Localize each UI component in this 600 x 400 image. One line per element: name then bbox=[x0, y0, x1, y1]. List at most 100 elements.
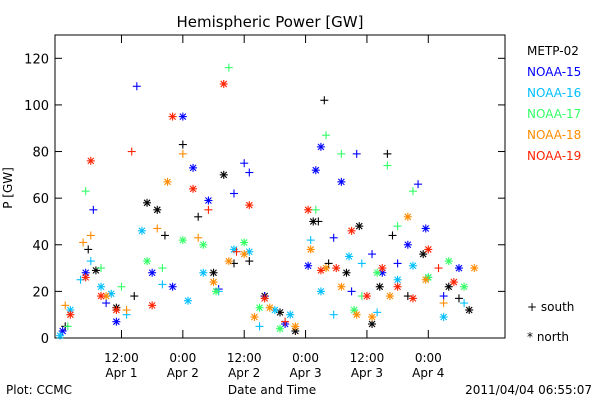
data-point-noaa-15 bbox=[316, 142, 325, 151]
data-point-noaa-17 bbox=[81, 187, 90, 196]
data-point-noaa-17 bbox=[199, 240, 208, 249]
data-point-noaa-19 bbox=[332, 264, 341, 273]
data-point-noaa-18 bbox=[163, 177, 172, 186]
data-point-noaa-18 bbox=[86, 231, 95, 240]
data-point-noaa-16 bbox=[393, 275, 402, 284]
data-point-noaa-19 bbox=[66, 310, 75, 319]
data-point-metp-02 bbox=[355, 222, 364, 231]
data-point-noaa-16 bbox=[439, 313, 448, 322]
data-point-noaa-16 bbox=[408, 261, 417, 270]
data-point-noaa-19 bbox=[219, 79, 228, 88]
data-point-noaa-19 bbox=[97, 292, 106, 301]
data-point-noaa-15 bbox=[189, 163, 198, 172]
y-axis: 0 20 40 60 80 100 120 bbox=[24, 52, 505, 347]
data-point-noaa-18 bbox=[122, 306, 131, 315]
data-point-noaa-19 bbox=[245, 201, 254, 210]
data-point-noaa-19 bbox=[408, 294, 417, 303]
data-point-noaa-16 bbox=[286, 310, 295, 319]
data-point-metp-02 bbox=[320, 96, 329, 105]
data-point-noaa-18 bbox=[209, 278, 218, 287]
x-tick-time: 0:00 bbox=[169, 351, 196, 365]
legend-entry: NOAA-17 bbox=[527, 107, 581, 121]
x-tick-date: Apr 1 bbox=[105, 366, 137, 380]
data-point-noaa-15 bbox=[229, 189, 238, 198]
legend-entry: NOAA-16 bbox=[527, 86, 581, 100]
data-point-noaa-15 bbox=[89, 205, 98, 214]
data-point-noaa-15 bbox=[421, 224, 430, 233]
data-point-noaa-15 bbox=[352, 149, 361, 158]
data-point-noaa-15 bbox=[245, 168, 254, 177]
data-point-metp-02 bbox=[219, 170, 228, 179]
data-point-noaa-15 bbox=[368, 250, 377, 259]
data-point-noaa-19 bbox=[168, 112, 177, 121]
data-point-noaa-17 bbox=[255, 303, 264, 312]
data-point-noaa-19 bbox=[347, 226, 356, 235]
data-point-noaa-16 bbox=[158, 280, 167, 289]
data-point-noaa-18 bbox=[470, 264, 479, 273]
y-tick-label: 0 bbox=[41, 332, 49, 347]
data-point-noaa-19 bbox=[378, 264, 387, 273]
timestamp: 2011/04/04 06:55:07 bbox=[465, 383, 592, 397]
data-point-noaa-17 bbox=[117, 282, 126, 291]
data-point-noaa-18 bbox=[61, 301, 70, 310]
data-point-noaa-17 bbox=[276, 324, 284, 333]
data-point-metp-02 bbox=[245, 257, 254, 266]
data-point-noaa-17 bbox=[408, 187, 417, 196]
data-point-noaa-19 bbox=[304, 205, 313, 214]
data-point-noaa-19 bbox=[316, 266, 325, 275]
data-point-noaa-17 bbox=[240, 238, 249, 247]
series-legend: METP-02 NOAA-15 NOAA-16 NOAA-17 NOAA-18 NOAA-… bbox=[527, 44, 581, 163]
marker-legend-south: + south bbox=[527, 300, 574, 314]
plot-source: Plot: CCMC bbox=[6, 383, 72, 397]
data-point-metp-02 bbox=[368, 320, 377, 329]
data-point-noaa-17 bbox=[311, 205, 320, 214]
data-point-noaa-16 bbox=[86, 257, 95, 266]
data-point-noaa-18 bbox=[368, 313, 377, 322]
data-point-noaa-18 bbox=[153, 224, 162, 233]
data-point-metp-02 bbox=[178, 140, 187, 149]
x-tick-date: Apr 3 bbox=[351, 366, 383, 380]
data-point-noaa-15 bbox=[337, 177, 346, 186]
data-point-noaa-17 bbox=[158, 264, 167, 273]
data-point-noaa-19 bbox=[232, 247, 241, 256]
data-point-noaa-17 bbox=[322, 131, 331, 140]
data-point-metp-02 bbox=[130, 292, 139, 301]
data-point-noaa-16 bbox=[306, 236, 315, 245]
data-point-noaa-18 bbox=[194, 233, 203, 242]
data-point-noaa-17 bbox=[63, 322, 72, 331]
marker-legend-north: * north bbox=[527, 330, 569, 344]
data-point-metp-02 bbox=[84, 245, 93, 254]
data-point-noaa-16 bbox=[255, 322, 264, 331]
data-point-noaa-19 bbox=[127, 147, 136, 156]
data-point-noaa-15 bbox=[393, 259, 402, 268]
data-point-noaa-16 bbox=[56, 331, 65, 340]
data-point-metp-02 bbox=[153, 205, 162, 214]
x-tick-time: 0:00 bbox=[292, 351, 319, 365]
data-point-noaa-15 bbox=[403, 240, 412, 249]
x-tick-date: Apr 4 bbox=[412, 366, 444, 380]
legend-entry: METP-02 bbox=[527, 44, 579, 58]
data-point-noaa-15 bbox=[102, 299, 111, 308]
data-point-noaa-17 bbox=[393, 222, 402, 231]
data-point-noaa-18 bbox=[439, 299, 448, 308]
data-point-noaa-15 bbox=[148, 268, 157, 277]
y-tick-label: 40 bbox=[32, 239, 49, 254]
data-point-noaa-15 bbox=[329, 233, 338, 242]
data-point-noaa-18 bbox=[224, 257, 233, 266]
data-point-noaa-16 bbox=[373, 308, 382, 317]
legend-entry: NOAA-15 bbox=[527, 65, 581, 79]
data-point-noaa-19 bbox=[260, 294, 269, 303]
data-point-noaa-19 bbox=[86, 156, 95, 165]
data-point-noaa-18 bbox=[291, 322, 300, 331]
y-tick-label: 120 bbox=[24, 52, 49, 67]
data-point-noaa-19 bbox=[81, 273, 90, 282]
y-axis-label: P [GW] bbox=[1, 167, 15, 209]
y-tick-label: 60 bbox=[32, 192, 49, 207]
data-point-noaa-15 bbox=[168, 282, 177, 291]
data-point-metp-02 bbox=[375, 282, 384, 291]
y-tick-label: 80 bbox=[32, 146, 49, 161]
data-point-noaa-15 bbox=[454, 264, 463, 273]
data-points bbox=[56, 63, 479, 340]
